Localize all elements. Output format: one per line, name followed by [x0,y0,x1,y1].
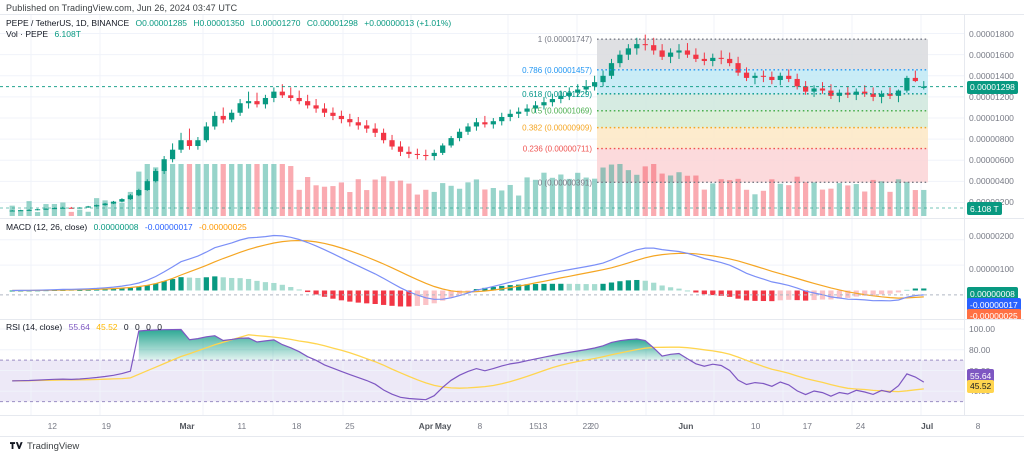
macd-hist-badge[interactable]: -0.00000025 [967,309,1021,322]
rsi-zero-2: 0 [135,322,140,332]
macd-macd-badge[interactable]: 0.00000008 [967,287,1018,300]
price-pane[interactable]: 1 (0.00001747) 0.786 (0.00001457) 0.618 (0… [0,15,964,218]
time-axis-tick: Jul [920,421,934,431]
time-axis-tick: 17 [802,421,813,431]
rsi-zero-1: 0 [123,322,129,332]
svg-text:0.618 (0.00001229): 0.618 (0.00001229) [522,90,592,99]
time-axis-tick: Apr [418,421,434,431]
rsi-axis-tick: 100.00 [969,324,995,334]
time-axis-tick: 18 [291,421,302,431]
time-axis-tick: 24 [855,421,866,431]
macd-axis[interactable]: 0.00000200 0.00000100 0.00000008 -0.0000001… [964,219,1024,322]
time-axis-tick: 25 [345,421,355,431]
time-axis-tick: 13 [537,421,548,431]
svg-text:0.786 (0.00001457): 0.786 (0.00001457) [522,66,592,75]
macd-pane[interactable]: MACD (12, 26, close) 0.00000008 -0.00000… [0,219,964,319]
high-value: H0.00001350 [193,18,245,28]
tradingview-logo[interactable]: TradingView [10,441,79,452]
tradingview-mark-icon [10,442,23,450]
rsi-zero-3: 0 [146,322,151,332]
macd-value: 0.00000008 [93,222,139,232]
current-price-badge[interactable]: 0.00001298 [967,80,1018,94]
price-axis-tick: 0.00001000 [969,113,1014,124]
price-axis-tick: 0.00000400 [969,176,1014,187]
rsi-legend: RSI (14, close) 55.64 45.52 0 0 0 0 [6,322,166,332]
time-axis-tick: 22 [582,421,592,431]
symbol-label[interactable]: PEPE / TetherUS, 1D, BINANCE [6,18,130,28]
rsi-zero-4: 0 [157,322,162,332]
close-value: C0.00001298 [306,18,358,28]
time-axis-tick: 8 [975,421,981,431]
time-axis-tick: 12 [47,421,58,431]
published-caption: Published on TradingView.com, Jun 26, 20… [6,3,238,13]
tradingview-wordmark: TradingView [27,441,80,452]
low-value: L0.00001270 [250,18,301,28]
time-axis-tick: 11 [237,421,247,431]
pane-divider-price-macd [0,218,1024,219]
price-axis-tick: 0.00000600 [969,155,1014,166]
rsi-pane[interactable]: RSI (14, close) 55.64 45.52 0 0 0 0 [0,320,964,415]
macd-signal-value: -0.00000017 [144,222,193,232]
volume-value: 6.108T [54,29,81,39]
time-axis-tick: 10 [750,421,761,431]
price-axis-tick: 0.00000800 [969,134,1014,145]
time-axis-tick: May [434,421,452,431]
macd-axis-tick: 0.00000200 [969,231,1014,241]
rsi-ma-value: 45.52 [96,322,118,332]
change-value: +0.00000013 (+1.01%) [364,18,452,28]
volume-legend: Vol · PEPE 6.108T [6,29,85,39]
rsi-axis-tick: 80.00 [969,344,991,355]
rsi-title[interactable]: RSI (14, close) [6,322,63,332]
volume-title[interactable]: Vol · PEPE [6,29,49,39]
price-legend: PEPE / TetherUS, 1D, BINANCE O0.00001285… [6,18,455,28]
price-axis-tick: 0.00001400 [969,70,1014,81]
volume-badge[interactable]: 6.108 T [967,202,1002,215]
banner-divider [0,14,1024,15]
svg-text:0.382 (0.00000909): 0.382 (0.00000909) [522,124,592,133]
price-axis-tick: 0.00001200 [969,91,1014,102]
svg-text:0.236 (0.00000711): 0.236 (0.00000711) [523,145,593,154]
time-axis-tick: 19 [101,421,112,431]
rsi-plot [0,320,964,415]
rsi-value-badge[interactable]: 55.64 [967,369,995,383]
pane-divider-macd-rsi [0,319,1024,320]
price-plot: 1 (0.00001747) 0.786 (0.00001457) 0.618 (0… [0,15,964,218]
macd-axis-tick: 0.00000100 [969,264,1014,274]
time-axis-tick: 8 [477,421,483,431]
macd-plot [0,219,964,319]
rsi-value: 55.64 [68,322,90,332]
macd-signal-badge[interactable]: -0.00000017 [967,298,1021,311]
rsi-ma-badge[interactable]: 45.52 [967,379,995,393]
time-axis-tick: 15 [529,421,539,431]
time-axis-tick: 20 [589,421,599,431]
svg-text:0.5 (0.00001069): 0.5 (0.00001069) [531,107,592,116]
macd-hist-value: -0.00000025 [199,222,247,232]
price-axis-tick: 0.00001600 [969,49,1014,60]
macd-title[interactable]: MACD (12, 26, close) [6,222,88,232]
footer: TradingView [0,436,1024,457]
time-axis-tick: Jun [678,421,694,431]
time-axis-tick: Mar [179,421,195,431]
svg-text:0 (0.00000391): 0 (0.00000391) [538,178,593,187]
price-axis[interactable]: 0.00001800 0.00001600 0.00001400 0.00001200… [964,15,1024,218]
open-value: O0.00001285 [135,18,188,28]
svg-text:1 (0.00001747): 1 (0.00001747) [538,35,593,44]
time-axis[interactable]: 12 19 Mar 11 18 25 Apr 8 15 22 May 13 20 Jun 10 17 24 Jul… [0,415,1024,436]
macd-legend: MACD (12, 26, close) 0.00000008 -0.00000… [6,222,251,232]
price-axis-tick: 0.00001800 [969,28,1014,39]
